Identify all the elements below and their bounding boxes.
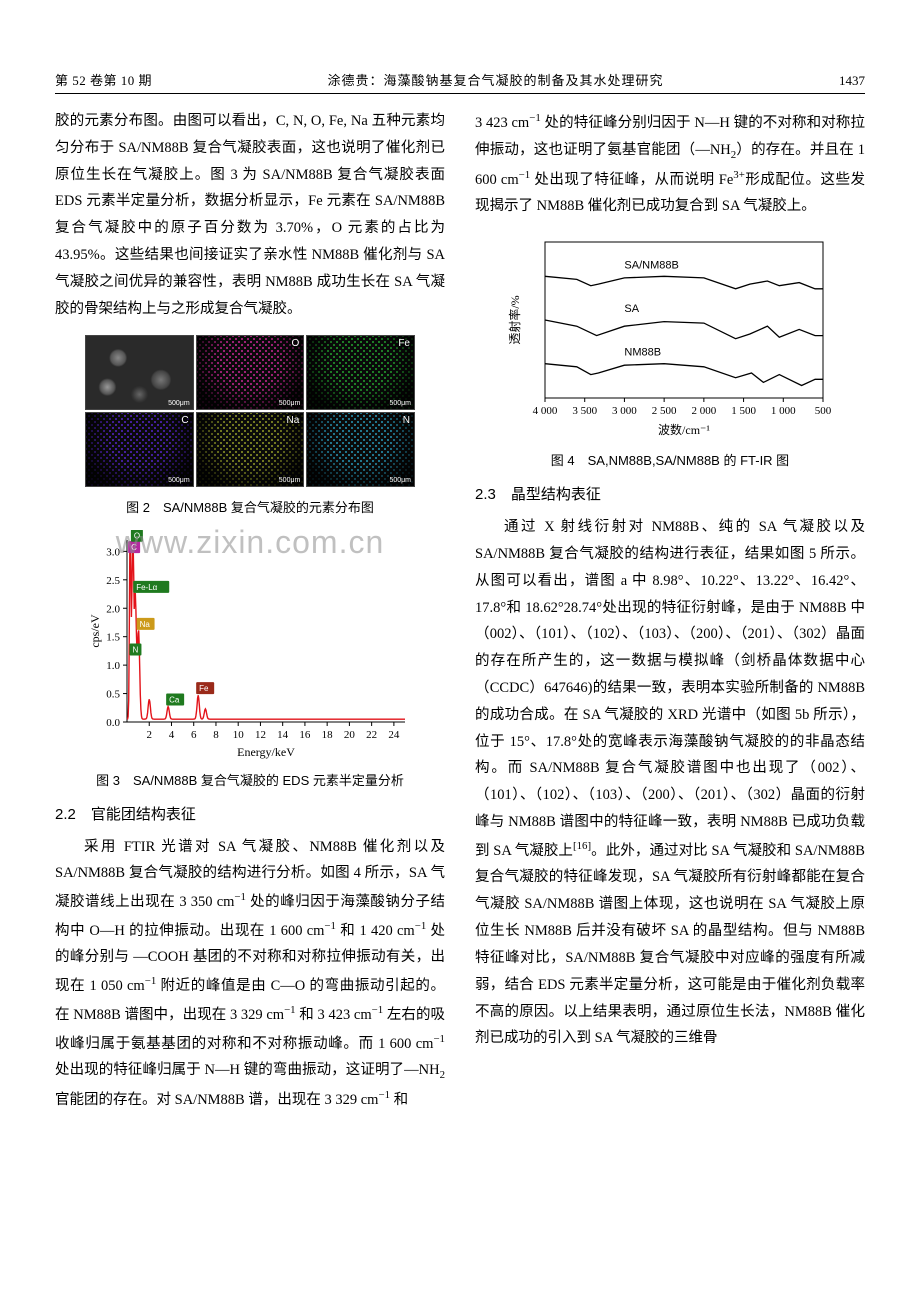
svg-text:2: 2 bbox=[146, 729, 152, 741]
eds-tile-scale: 500μm bbox=[389, 477, 411, 484]
svg-text:0.5: 0.5 bbox=[106, 688, 120, 700]
figure-2-caption: 图 2 SA/NM88B 复合气凝胶的元素分布图 bbox=[55, 497, 445, 516]
svg-text:透射率/%: 透射率/% bbox=[507, 295, 522, 344]
t: 官能团的存在。对 SA/NM88B 谱，出现在 3 329 cm bbox=[55, 1092, 378, 1108]
svg-text:4 000: 4 000 bbox=[533, 405, 558, 417]
eds-tile-label: O bbox=[292, 338, 300, 349]
svg-text:2 000: 2 000 bbox=[691, 405, 716, 417]
eds-tile-O: O 500μm bbox=[196, 335, 305, 410]
svg-text:NM88B: NM88B bbox=[624, 347, 661, 359]
figure-2: 500μm O 500μm Fe 500μm C 500μm Na 500μm N 500μm bbox=[55, 335, 445, 487]
svg-text:20: 20 bbox=[344, 729, 356, 741]
figure-3: 0.00.51.01.52.02.53.02468101214161820222… bbox=[55, 530, 445, 760]
svg-text:O: O bbox=[134, 531, 140, 540]
header-title: 涂德贵：海藻酸钠基复合气凝胶的制备及其水处理研究 bbox=[328, 70, 664, 89]
svg-text:3 500: 3 500 bbox=[572, 405, 597, 417]
header-volume: 第 52 卷第 10 期 bbox=[55, 70, 152, 89]
eds-tile-scale: 500μm bbox=[168, 477, 190, 484]
svg-text:12: 12 bbox=[255, 729, 266, 741]
eds-tile-Na: Na 500μm bbox=[196, 412, 305, 487]
left-para-2: 采用 FTIR 光谱对 SA 气凝胶、NM88B 催化剂以及 SA/NM88B … bbox=[55, 834, 445, 1114]
svg-text:10: 10 bbox=[233, 729, 245, 741]
svg-text:SA: SA bbox=[624, 303, 639, 315]
ftir-chart: 4 000 3 500 3 000 2 500 2 000 1 500 1 000 500 波数… bbox=[505, 230, 835, 440]
eds-tile-label: C bbox=[181, 415, 188, 426]
eds-tile-label: Fe bbox=[398, 338, 410, 349]
page-header: 第 52 卷第 10 期 涂德贵：海藻酸钠基复合气凝胶的制备及其水处理研究 14… bbox=[55, 70, 865, 94]
svg-text:Ca: Ca bbox=[169, 695, 180, 704]
svg-text:6: 6 bbox=[191, 729, 197, 741]
eds-mapping-grid: 500μm O 500μm Fe 500μm C 500μm Na 500μm N 500μm bbox=[85, 335, 415, 487]
svg-text:3 000: 3 000 bbox=[612, 405, 637, 417]
eds-tile-scale: 500μm bbox=[168, 400, 190, 407]
svg-text:22: 22 bbox=[366, 729, 377, 741]
svg-text:1.5: 1.5 bbox=[106, 631, 120, 643]
right-column: 3 423 cm−1 处的特征峰分别归因于 N—H 键的不对称和对称拉伸振动，这… bbox=[475, 108, 865, 1114]
svg-text:SA/NM88B: SA/NM88B bbox=[624, 259, 678, 271]
two-column-layout: 胶的元素分布图。由图可以看出，C, N, O, Fe, Na 五种元素均匀分布于… bbox=[55, 108, 865, 1114]
t: 处出现的特征峰归属于 N—H 键的弯曲振动，这证明了—NH bbox=[55, 1062, 440, 1078]
svg-text:1 500: 1 500 bbox=[731, 405, 756, 417]
svg-text:波数/cm⁻¹: 波数/cm⁻¹ bbox=[658, 422, 710, 437]
svg-text:cps/eV: cps/eV bbox=[88, 614, 102, 648]
figure-4: 4 000 3 500 3 000 2 500 2 000 1 500 1 000 500 波数… bbox=[475, 230, 865, 440]
svg-text:N: N bbox=[132, 645, 138, 654]
eds-tile-label: N bbox=[403, 415, 410, 426]
svg-text:18: 18 bbox=[322, 729, 334, 741]
svg-text:2 500: 2 500 bbox=[652, 405, 677, 417]
svg-text:14: 14 bbox=[277, 729, 289, 741]
eds-tile-N: N 500μm bbox=[306, 412, 415, 487]
header-page-number: 1437 bbox=[839, 73, 865, 89]
t: 通过 X 射线衍射对 NM88B、纯的 SA 气凝胶以及 SA/NM88B 复合… bbox=[475, 519, 865, 859]
svg-text:2.0: 2.0 bbox=[106, 603, 120, 615]
eds-tile-C: C 500μm bbox=[85, 412, 194, 487]
svg-text:C: C bbox=[131, 543, 137, 552]
t: 。此外，通过对比 SA 气凝胶和 SA/NM88B 复合气凝胶的特征峰发现，SA… bbox=[475, 843, 865, 1047]
t: 3 423 cm bbox=[475, 115, 529, 131]
svg-text:Na: Na bbox=[140, 619, 151, 628]
svg-text:500: 500 bbox=[815, 405, 832, 417]
eds-tile-scale: 500μm bbox=[279, 477, 301, 484]
figure-4-caption: 图 4 SA,NM88B,SA/NM88B 的 FT-IR 图 bbox=[475, 450, 865, 469]
right-para-1: 3 423 cm−1 处的特征峰分别归因于 N—H 键的不对称和对称拉伸振动，这… bbox=[475, 108, 865, 220]
left-para-1: 胶的元素分布图。由图可以看出，C, N, O, Fe, Na 五种元素均匀分布于… bbox=[55, 108, 445, 323]
svg-text:2.5: 2.5 bbox=[106, 574, 120, 586]
t: 和 bbox=[390, 1092, 408, 1108]
svg-text:16: 16 bbox=[299, 729, 311, 741]
svg-text:1 000: 1 000 bbox=[771, 405, 796, 417]
svg-text:4: 4 bbox=[169, 729, 175, 741]
eds-tile-Fe: Fe 500μm bbox=[306, 335, 415, 410]
eds-tile-scale: 500μm bbox=[389, 400, 411, 407]
eds-tile-scale: 500μm bbox=[279, 400, 301, 407]
svg-text:8: 8 bbox=[213, 729, 219, 741]
heading-2-3: 2.3 晶型结构表征 bbox=[475, 483, 865, 504]
right-para-2: 通过 X 射线衍射对 NM88B、纯的 SA 气凝胶以及 SA/NM88B 复合… bbox=[475, 514, 865, 1052]
eds-tile-label: Na bbox=[287, 415, 300, 426]
svg-text:1.0: 1.0 bbox=[106, 660, 120, 672]
svg-text:24: 24 bbox=[388, 729, 400, 741]
t: 处出现了特征峰，从而说明 Fe bbox=[530, 171, 733, 187]
left-column: 胶的元素分布图。由图可以看出，C, N, O, Fe, Na 五种元素均匀分布于… bbox=[55, 108, 445, 1114]
t: 和 3 423 cm bbox=[296, 1007, 372, 1023]
t: 和 1 420 cm bbox=[336, 923, 415, 939]
eds-tile-sem: 500μm bbox=[85, 335, 194, 410]
heading-2-2: 2.2 官能团结构表征 bbox=[55, 803, 445, 824]
svg-text:3.0: 3.0 bbox=[106, 546, 120, 558]
svg-text:Fe-Lα: Fe-Lα bbox=[136, 582, 157, 591]
svg-text:Energy/keV: Energy/keV bbox=[237, 745, 295, 759]
eds-spectrum-chart: 0.00.51.01.52.02.53.02468101214161820222… bbox=[85, 530, 415, 760]
svg-text:0.0: 0.0 bbox=[106, 717, 120, 729]
svg-text:Fe: Fe bbox=[199, 684, 209, 693]
figure-3-caption: 图 3 SA/NM88B 复合气凝胶的 EDS 元素半定量分析 bbox=[55, 770, 445, 789]
